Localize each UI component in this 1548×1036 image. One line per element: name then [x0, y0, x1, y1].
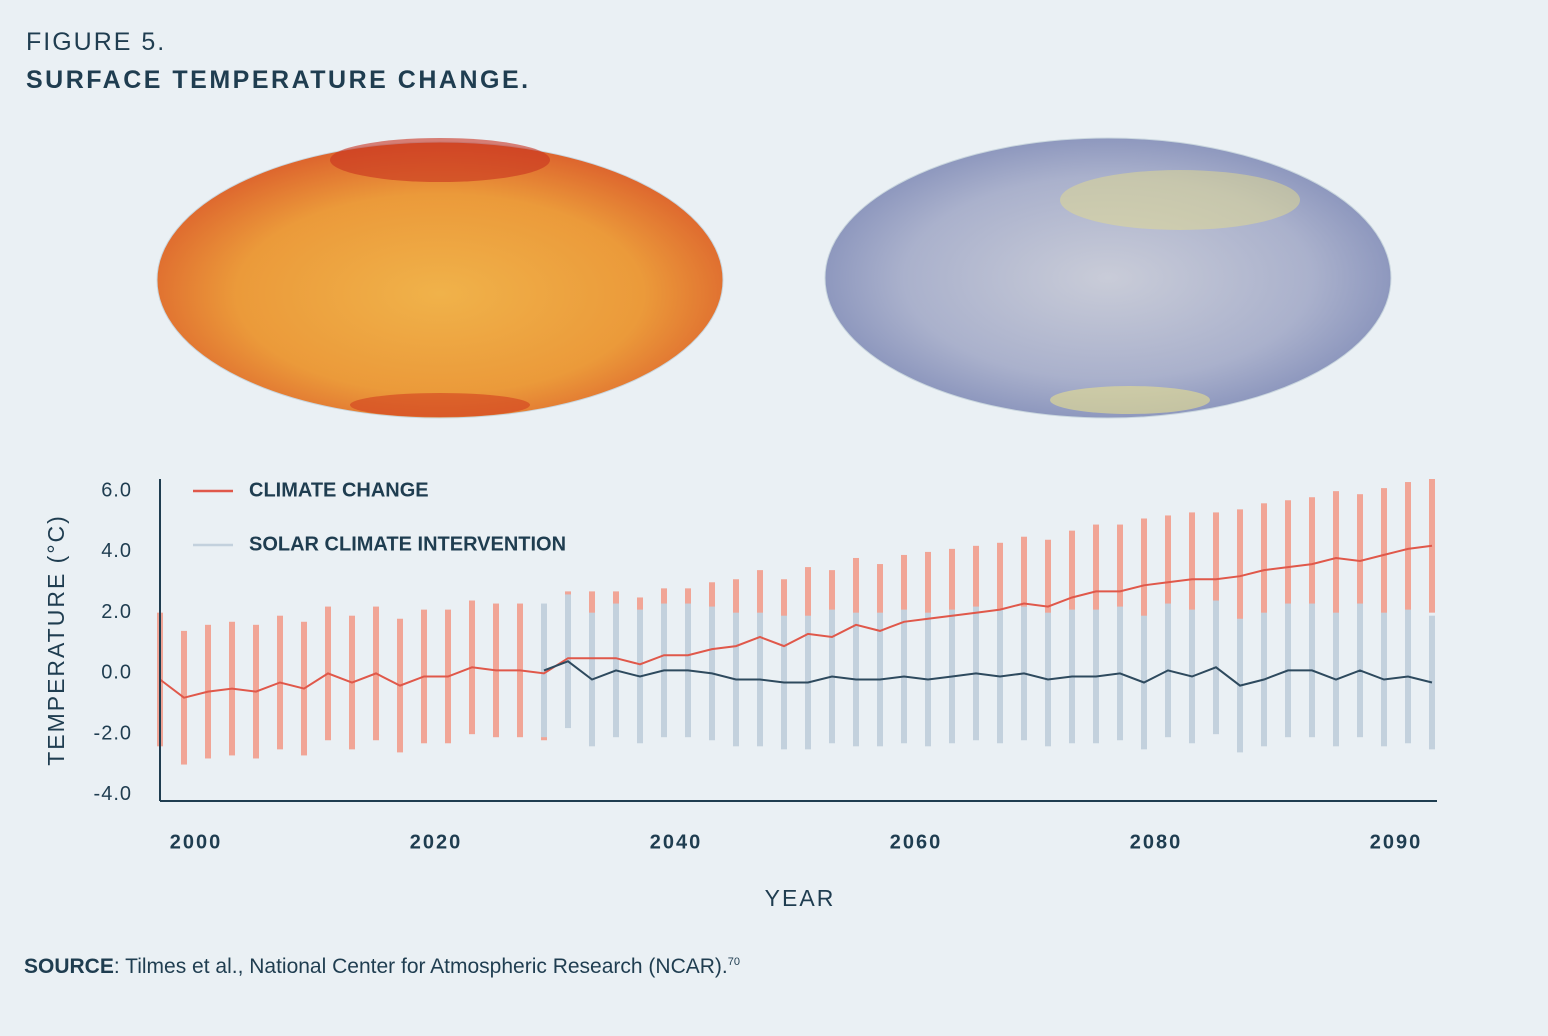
figure-title: SURFACE TEMPERATURE CHANGE.: [26, 66, 531, 94]
y-tick-label: -2.0: [94, 722, 132, 744]
x-tick-label: 2000: [170, 831, 223, 853]
legend-label: CLIMATE CHANGE: [249, 479, 429, 501]
y-tick-label: 2.0: [101, 601, 132, 623]
y-tick-label: 4.0: [101, 540, 132, 562]
y-tick-label: -4.0: [94, 783, 132, 805]
series-line: [543, 660, 1433, 687]
y-axis-title: TEMPERATURE (°C): [43, 514, 69, 766]
figure-number: FIGURE 5.: [26, 28, 167, 56]
series-line: [159, 544, 1433, 699]
x-axis-title: YEAR: [765, 885, 836, 911]
x-tick-label: 2020: [410, 831, 463, 853]
source-note: 70: [727, 956, 740, 968]
map-warming: [156, 138, 724, 419]
y-tick-label: 0.0: [101, 662, 132, 684]
x-tick-label: 2060: [890, 831, 943, 853]
x-tick-label: 2040: [650, 831, 703, 853]
legend-label: SOLAR CLIMATE INTERVENTION: [249, 533, 566, 555]
x-tick-label: 2080: [1130, 831, 1183, 853]
source-label: SOURCE: [24, 955, 114, 978]
x-tick-label: 2090: [1370, 831, 1423, 853]
y-tick-label: 6.0: [101, 479, 132, 501]
source-text: : Tilmes et al., National Center for Atm…: [113, 955, 728, 978]
map-intervention: [824, 137, 1392, 419]
source: SOURCE: Tilmes et al., National Center f…: [24, 955, 740, 979]
error-bar: [1429, 615, 1435, 750]
